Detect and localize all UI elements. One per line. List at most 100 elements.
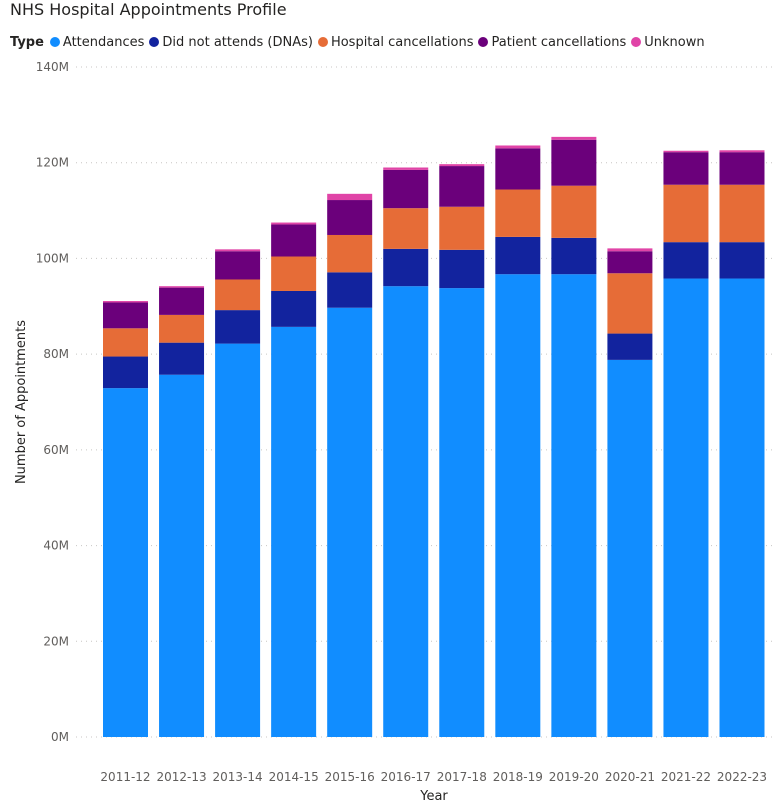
y-tick-label: 100M bbox=[36, 251, 69, 265]
bar-segment-hospital-cancellations-2015-16[interactable] bbox=[327, 234, 373, 273]
bar-segment-patient-cancellations-2017-18[interactable] bbox=[439, 166, 485, 207]
bar-segment-unknown-2015-16[interactable] bbox=[327, 193, 373, 201]
x-tick-label: 2019-20 bbox=[549, 770, 599, 784]
legend-label: Did not attends (DNAs) bbox=[162, 34, 313, 50]
y-tick-label: 80M bbox=[43, 347, 69, 361]
bar-segment-unknown-2013-14[interactable] bbox=[215, 249, 261, 252]
chart-title: NHS Hospital Appointments Profile bbox=[10, 0, 287, 19]
bar-segment-attendances-2020-21[interactable] bbox=[607, 359, 653, 737]
bar-segments bbox=[103, 136, 765, 737]
legend: Type Attendances Did not attends (DNAs) … bbox=[10, 33, 710, 51]
bar-segment-hospital-cancellations-2021-22[interactable] bbox=[663, 184, 709, 243]
y-tick-label: 60M bbox=[43, 443, 69, 457]
x-tick-label: 2021-22 bbox=[661, 770, 711, 784]
bar-segment-did-not-attends-dnas-2019-20[interactable] bbox=[551, 237, 597, 275]
bar-segment-attendances-2017-18[interactable] bbox=[439, 288, 485, 737]
bar-segment-hospital-cancellations-2013-14[interactable] bbox=[215, 279, 261, 311]
bar-segment-unknown-2014-15[interactable] bbox=[271, 222, 317, 225]
bar-segment-patient-cancellations-2015-16[interactable] bbox=[327, 200, 373, 235]
bar-segment-patient-cancellations-2012-13[interactable] bbox=[159, 287, 205, 315]
bar-segment-hospital-cancellations-2014-15[interactable] bbox=[271, 256, 317, 291]
legend-marker-attendances bbox=[49, 37, 60, 47]
bar-segment-unknown-2018-19[interactable] bbox=[495, 145, 541, 149]
bar-segment-unknown-2021-22[interactable] bbox=[663, 150, 709, 153]
bar-segment-unknown-2019-20[interactable] bbox=[551, 136, 597, 140]
bar-segment-hospital-cancellations-2016-17[interactable] bbox=[383, 208, 429, 249]
bar-segment-attendances-2014-15[interactable] bbox=[271, 326, 317, 737]
bar-segment-did-not-attends-dnas-2018-19[interactable] bbox=[495, 236, 541, 275]
bar-segment-patient-cancellations-2011-12[interactable] bbox=[103, 302, 148, 329]
legend-marker-patient-cancellations bbox=[478, 37, 489, 47]
bar-segment-unknown-2017-18[interactable] bbox=[439, 164, 485, 167]
bar-segment-unknown-2011-12[interactable] bbox=[103, 301, 148, 303]
x-tick-label: 2020-21 bbox=[605, 770, 655, 784]
bar-segment-unknown-2016-17[interactable] bbox=[383, 167, 429, 170]
bar-segment-attendances-2022-23[interactable] bbox=[719, 278, 765, 737]
x-tick-label: 2011-12 bbox=[100, 770, 150, 784]
x-tick-label: 2017-18 bbox=[437, 770, 487, 784]
x-tick-label: 2018-19 bbox=[493, 770, 543, 784]
x-axis-title: Year bbox=[419, 789, 448, 804]
bar-segment-attendances-2021-22[interactable] bbox=[663, 278, 709, 737]
y-axis-tick-labels: 0M 20M 40M 60M 80M 100M 120M 140M bbox=[36, 60, 69, 744]
bar-segment-hospital-cancellations-2019-20[interactable] bbox=[551, 185, 597, 238]
bar-segment-patient-cancellations-2013-14[interactable] bbox=[215, 251, 261, 280]
y-tick-label: 120M bbox=[36, 156, 69, 170]
bar-segment-hospital-cancellations-2018-19[interactable] bbox=[495, 189, 541, 237]
y-axis-title: Number of Appointments bbox=[14, 320, 29, 484]
legend-label: Patient cancellations bbox=[491, 34, 627, 50]
bar-segment-did-not-attends-dnas-2016-17[interactable] bbox=[383, 248, 429, 287]
bar-segment-did-not-attends-dnas-2021-22[interactable] bbox=[663, 242, 709, 279]
bar-segment-hospital-cancellations-2012-13[interactable] bbox=[159, 314, 205, 343]
legend-item-attendances[interactable]: Attendances bbox=[49, 35, 144, 50]
bar-segment-did-not-attends-dnas-2022-23[interactable] bbox=[719, 242, 765, 279]
bar-segment-unknown-2020-21[interactable] bbox=[607, 248, 653, 252]
bar-segment-did-not-attends-dnas-2015-16[interactable] bbox=[327, 272, 373, 308]
x-tick-label: 2012-13 bbox=[156, 770, 206, 784]
bar-segment-did-not-attends-dnas-2013-14[interactable] bbox=[215, 310, 261, 344]
x-axis-tick-labels: 2011-12 2012-13 2013-14 2014-15 2015-16 2016-… bbox=[100, 770, 767, 784]
legend-item-hospital-cancellations[interactable]: Hospital cancellations bbox=[317, 34, 474, 50]
bar-segment-attendances-2016-17[interactable] bbox=[383, 286, 429, 737]
bar-segment-unknown-2022-23[interactable] bbox=[719, 150, 765, 153]
bar-segment-did-not-attends-dnas-2014-15[interactable] bbox=[271, 290, 317, 327]
bar-segment-attendances-2015-16[interactable] bbox=[327, 307, 373, 737]
bar-segment-patient-cancellations-2019-20[interactable] bbox=[551, 139, 597, 186]
bar-segment-patient-cancellations-2022-23[interactable] bbox=[719, 152, 765, 185]
bar-segment-patient-cancellations-2016-17[interactable] bbox=[383, 169, 429, 209]
bar-segment-hospital-cancellations-2020-21[interactable] bbox=[607, 273, 653, 334]
bar-segment-attendances-2012-13[interactable] bbox=[159, 374, 205, 737]
legend-title: Type bbox=[10, 34, 44, 50]
bar-segment-attendances-2013-14[interactable] bbox=[215, 343, 261, 737]
legend-item-patient-cancellations[interactable]: Patient cancellations bbox=[478, 35, 626, 50]
legend-item-unknown[interactable]: Unknown bbox=[631, 35, 705, 50]
bar-segment-did-not-attends-dnas-2011-12[interactable] bbox=[103, 356, 148, 389]
x-tick-label: 2015-16 bbox=[325, 770, 375, 784]
bar-segment-attendances-2018-19[interactable] bbox=[495, 274, 541, 737]
y-tick-label: 20M bbox=[43, 634, 69, 648]
bar-segment-patient-cancellations-2020-21[interactable] bbox=[607, 251, 653, 274]
y-tick-label: 40M bbox=[43, 539, 69, 553]
bar-segment-hospital-cancellations-2022-23[interactable] bbox=[719, 184, 765, 243]
bar-segment-attendances-2019-20[interactable] bbox=[551, 274, 597, 737]
x-tick-label: 2014-15 bbox=[269, 770, 319, 784]
bar-segment-did-not-attends-dnas-2020-21[interactable] bbox=[607, 333, 653, 360]
bar-segment-patient-cancellations-2021-22[interactable] bbox=[663, 152, 709, 185]
bar-segment-did-not-attends-dnas-2012-13[interactable] bbox=[159, 342, 205, 375]
bar-segment-did-not-attends-dnas-2017-18[interactable] bbox=[439, 249, 485, 289]
x-tick-label: 2016-17 bbox=[381, 770, 431, 784]
bar-segment-patient-cancellations-2018-19[interactable] bbox=[495, 148, 541, 190]
legend-marker-dnas bbox=[149, 37, 160, 47]
legend-item-dnas[interactable]: Did not attends (DNAs) bbox=[149, 35, 313, 50]
x-tick-label: 2022-23 bbox=[717, 770, 767, 784]
legend-marker-unknown bbox=[631, 37, 642, 47]
bar-segment-hospital-cancellations-2011-12[interactable] bbox=[103, 328, 148, 357]
bar-segment-patient-cancellations-2014-15[interactable] bbox=[271, 224, 317, 257]
bar-segment-hospital-cancellations-2017-18[interactable] bbox=[439, 206, 485, 250]
x-tick-label: 2013-14 bbox=[213, 770, 263, 784]
bar-segment-attendances-2011-12[interactable] bbox=[103, 388, 148, 737]
legend-label: Hospital cancellations bbox=[330, 34, 474, 50]
bar-segment-unknown-2012-13[interactable] bbox=[159, 286, 205, 288]
legend-marker-hospital-cancellations bbox=[317, 37, 328, 47]
